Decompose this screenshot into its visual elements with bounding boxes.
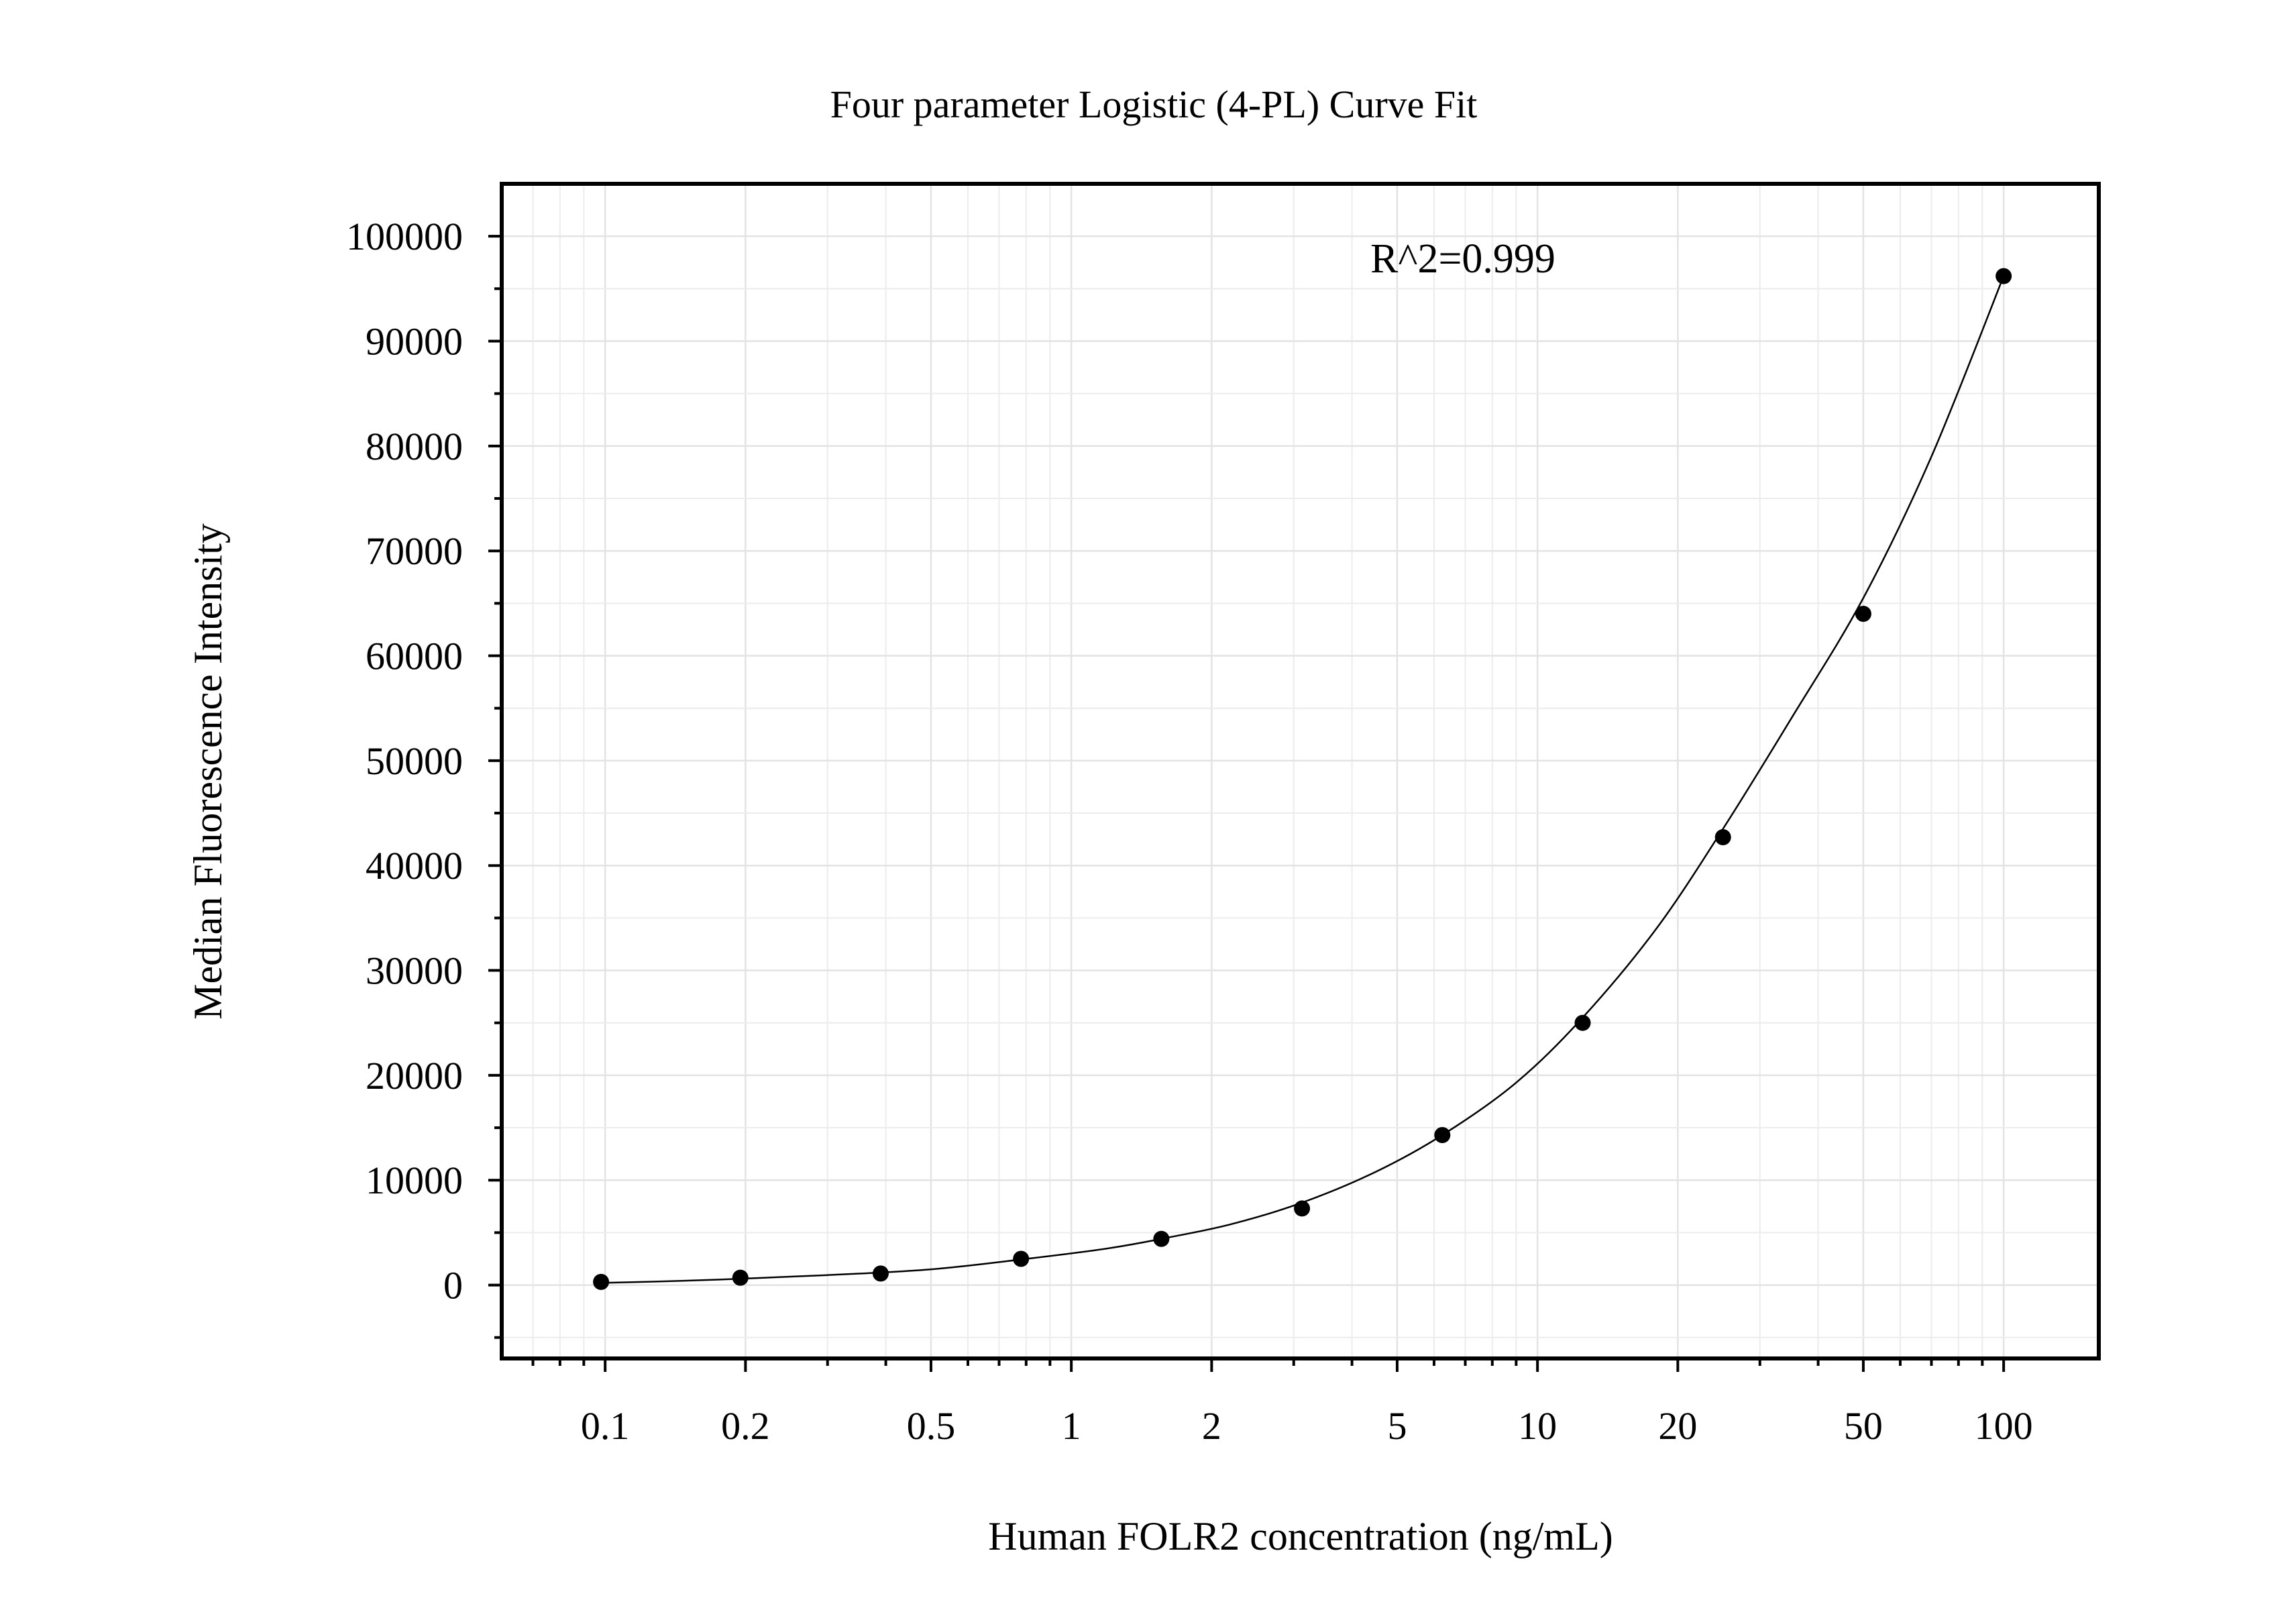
x-tick-label: 0.1 (581, 1404, 630, 1448)
x-tick-label: 5 (1387, 1404, 1407, 1448)
r-squared-annotation: R^2=0.999 (1370, 236, 1555, 282)
y-tick-label: 90000 (366, 320, 463, 364)
y-tick-label: 0 (443, 1264, 463, 1307)
y-tick-label: 30000 (366, 949, 463, 993)
x-tick-label: 0.5 (907, 1404, 956, 1448)
data-point (1434, 1126, 1451, 1143)
x-tick-label: 20 (1658, 1404, 1697, 1448)
grid (502, 184, 2099, 1358)
data-point (1013, 1250, 1030, 1267)
data-point (593, 1273, 610, 1290)
chart-title: Four parameter Logistic (4-PL) Curve Fit (830, 83, 1478, 126)
data-point (1996, 268, 2012, 284)
data-point (1574, 1014, 1591, 1031)
data-points (593, 268, 2012, 1290)
x-tick-label: 0.2 (721, 1404, 770, 1448)
fit-curve-layer (601, 276, 2005, 1284)
y-tick-label: 60000 (366, 635, 463, 678)
data-point (1855, 605, 1871, 622)
y-tick-label: 100000 (346, 215, 463, 258)
x-tick-label: 10 (1518, 1404, 1557, 1448)
x-tick-label: 100 (1975, 1404, 2033, 1448)
data-point (1153, 1230, 1170, 1247)
y-axis-label: Median Fluorescence Intensity (186, 523, 230, 1020)
y-tick-label: 70000 (366, 529, 463, 573)
y-tick-label: 10000 (366, 1159, 463, 1202)
x-tick-label: 1 (1062, 1404, 1081, 1448)
data-point (872, 1265, 889, 1282)
x-tick-label: 2 (1202, 1404, 1221, 1448)
data-point (732, 1269, 749, 1286)
fit-curve-line (601, 276, 2005, 1284)
axis-ticks (488, 235, 2006, 1372)
y-tick-labels: 0 10000 20000 30000 40000 50000 60000 70000 8000… (346, 215, 463, 1307)
data-point (1294, 1200, 1311, 1217)
y-tick-label: 40000 (366, 844, 463, 888)
plot-frame (500, 182, 2101, 1360)
x-axis-label: Human FOLR2 concentration (ng/mL) (988, 1514, 1612, 1558)
x-tick-label: 50 (1844, 1404, 1883, 1448)
x-tick-labels: 0.1 0.2 0.5 1 2 5 10 20 50 100 (581, 1404, 2033, 1448)
y-tick-label: 20000 (366, 1054, 463, 1098)
y-tick-label: 50000 (366, 739, 463, 783)
data-point (1714, 828, 1731, 845)
y-tick-label: 80000 (366, 425, 463, 468)
